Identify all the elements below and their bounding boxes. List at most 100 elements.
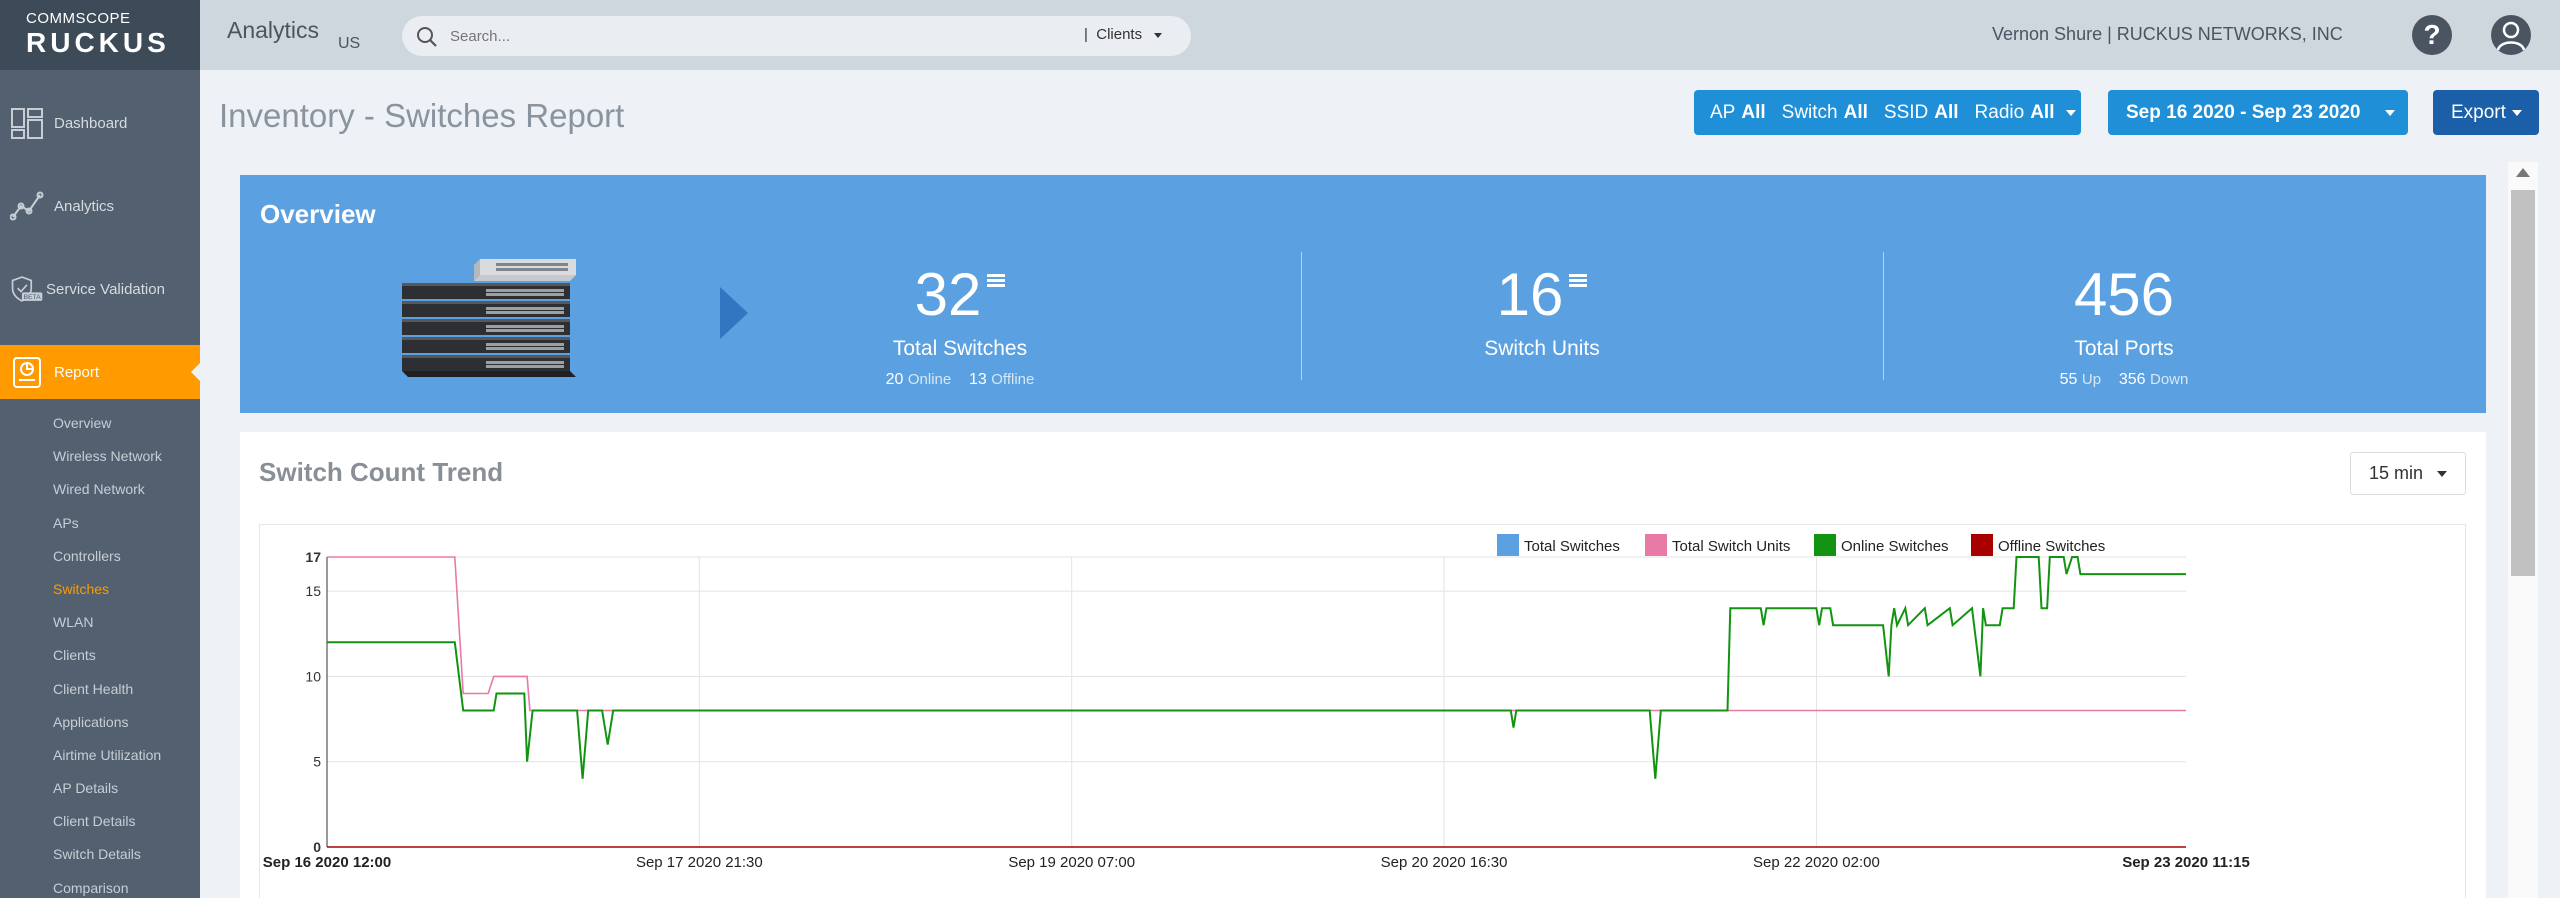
service-validation-icon: BETA <box>10 272 44 306</box>
online-count: 20 <box>885 371 904 388</box>
page-scrollbar[interactable] <box>2508 162 2538 898</box>
top-bar: Analytics US | Clients Vernon Shure | RU… <box>200 0 2560 70</box>
trend-chart-svg: 0 5 10 15 17 Sep 16 2020 12:00 Sep 17 2020 21:… <box>263 534 2250 871</box>
total-ports-value: 456 <box>2073 261 2175 328</box>
filter-radio-label: Radio <box>1974 101 2025 123</box>
trend-title: Switch Count Trend <box>259 457 504 487</box>
submenu-item-overview[interactable]: Overview <box>53 415 112 431</box>
legend-label-total-switch-units: Total Switch Units <box>1672 538 1790 555</box>
search-icon <box>416 26 438 53</box>
x-tick-label: Sep 16 2020 12:00 <box>263 854 391 871</box>
stat-divider <box>1883 252 1884 380</box>
scrollbar-thumb[interactable] <box>2511 190 2535 576</box>
submenu-item-ap-details[interactable]: AP Details <box>53 780 119 797</box>
switch-units-value: 16 <box>1496 261 1564 328</box>
submenu-item-controllers[interactable]: Controllers <box>53 547 121 564</box>
x-tick-label: Sep 23 2020 11:15 <box>2122 854 2250 871</box>
ports-down-count: 356 <box>2118 371 2146 388</box>
search-bar: | Clients <box>402 16 1191 56</box>
submenu-item-aps[interactable]: APs <box>53 514 79 531</box>
legend-swatch-total-switches <box>1497 534 1519 556</box>
y-tick-label: 5 <box>313 754 321 770</box>
dashboard-icon <box>10 106 44 140</box>
overview-arrow-icon <box>720 287 748 339</box>
user-icon <box>2496 21 2526 51</box>
legend-swatch-total-switch-units <box>1645 534 1667 556</box>
x-tick-label: Sep 22 2020 02:00 <box>1753 854 1880 871</box>
submenu-item-airtime-utilization[interactable]: Airtime Utilization <box>53 746 162 763</box>
page-title: Inventory - Switches Report <box>219 97 625 134</box>
submenu-item-wired-network[interactable]: Wired Network <box>53 481 145 498</box>
search-input[interactable] <box>450 24 1010 48</box>
submenu-item-wireless-network[interactable]: Wireless Network <box>53 448 162 465</box>
legend-label-offline-switches: Offline Switches <box>1998 538 2105 555</box>
total-switches-label: Total Switches <box>892 337 1028 360</box>
ruckus-logo[interactable]: COMMSCOPE RUCKUS <box>0 0 200 70</box>
chevron-down-icon <box>1154 32 1163 38</box>
legend-label-total-switches: Total Switches <box>1524 538 1620 555</box>
y-tick-label: 0 <box>313 839 321 855</box>
submenu-item-client-health[interactable]: Client Health <box>53 680 134 697</box>
x-tick-label: Sep 19 2020 07:00 <box>1008 854 1135 871</box>
switch-units-label: Switch Units <box>1484 337 1600 360</box>
sidebar-item-label: Analytics <box>54 197 115 215</box>
chevron-down-icon <box>2437 470 2448 477</box>
filter-switch-value: All <box>1843 101 1868 123</box>
chevron-down-icon <box>2511 109 2522 116</box>
list-icon[interactable] <box>1569 273 1588 289</box>
total-ports-label: Total Ports <box>2074 337 2174 360</box>
legend-label-online-switches: Online Switches <box>1841 538 1949 555</box>
user-account-name[interactable]: Vernon Shure | RUCKUS NETWORKS, INC <box>1992 24 2343 44</box>
chevron-down-icon <box>2066 109 2077 116</box>
export-label: Export <box>2451 101 2506 123</box>
total-switches-value: 32 <box>914 261 982 328</box>
offline-label: Offline <box>991 371 1035 388</box>
search-scope-dropdown[interactable]: | Clients <box>1084 26 1163 43</box>
logo-brand-line2: RUCKUS <box>26 27 170 58</box>
switch-count-trend-panel: Switch Count Trend 15 min 0 5 10 15 17 Sep 16… <box>240 432 2486 898</box>
help-button[interactable]: ? <box>2412 15 2452 55</box>
filter-ap-value: All <box>1741 101 1766 123</box>
date-range-button[interactable]: Sep 16 2020 - Sep 23 2020 <box>2108 90 2408 135</box>
app-title: Analytics <box>227 17 320 43</box>
overview-panel: Overview 32 Total Switches <box>240 175 2486 413</box>
filter-ap-label: AP <box>1710 101 1736 123</box>
chevron-down-icon <box>2384 109 2395 116</box>
series-line-total-switch-units <box>327 556 2186 712</box>
interval-select[interactable]: 15 min <box>2350 452 2466 495</box>
switch-stack-image <box>402 259 576 377</box>
submenu-item-switches[interactable]: Switches <box>53 580 110 597</box>
date-range-label: Sep 16 2020 - Sep 23 2020 <box>2126 101 2361 123</box>
overview-title: Overview <box>260 199 376 229</box>
user-avatar-button[interactable] <box>2491 15 2531 55</box>
submenu-item-switch-details[interactable]: Switch Details <box>53 846 141 863</box>
series-line-online-switches <box>327 556 2186 779</box>
submenu-item-wlan[interactable]: WLAN <box>53 614 94 631</box>
y-tick-label: 15 <box>305 583 321 599</box>
sidebar-item-report[interactable]: Report <box>0 345 201 399</box>
report-submenu: Overview Wireless Network Wired Network … <box>0 407 200 898</box>
network-filter-button[interactable]: AP All Switch All SSID All Radio All <box>1694 90 2081 135</box>
region-label[interactable]: US <box>338 35 361 52</box>
submenu-item-comparison[interactable]: Comparison <box>53 879 129 896</box>
submenu-item-clients[interactable]: Clients <box>53 647 96 664</box>
filter-ssid-label: SSID <box>1883 101 1929 123</box>
submenu-item-client-details[interactable]: Client Details <box>53 813 136 830</box>
filter-ssid-value: All <box>1934 101 1959 123</box>
logo-brand-line1: COMMSCOPE <box>26 10 131 27</box>
sidebar-item-analytics[interactable]: Analytics <box>0 179 200 233</box>
sidebar-item-label: Report <box>54 363 100 381</box>
export-button[interactable]: Export <box>2433 90 2539 135</box>
question-mark-icon: ? <box>2423 19 2441 50</box>
sidebar-item-dashboard[interactable]: Dashboard <box>0 96 200 150</box>
search-scope-separator: | <box>1084 26 1097 43</box>
sidebar-item-label: Dashboard <box>54 114 128 132</box>
legend-swatch-offline-switches <box>1971 534 1993 556</box>
filter-radio-value: All <box>2030 101 2055 123</box>
sidebar-item-service-validation[interactable]: BETA Service Validation <box>0 262 200 316</box>
list-icon[interactable] <box>987 273 1006 289</box>
filter-switch-label: Switch <box>1781 101 1838 123</box>
y-tick-label: 10 <box>305 668 321 684</box>
submenu-item-applications[interactable]: Applications <box>53 713 129 730</box>
scroll-up-arrow-icon[interactable] <box>2516 168 2530 177</box>
